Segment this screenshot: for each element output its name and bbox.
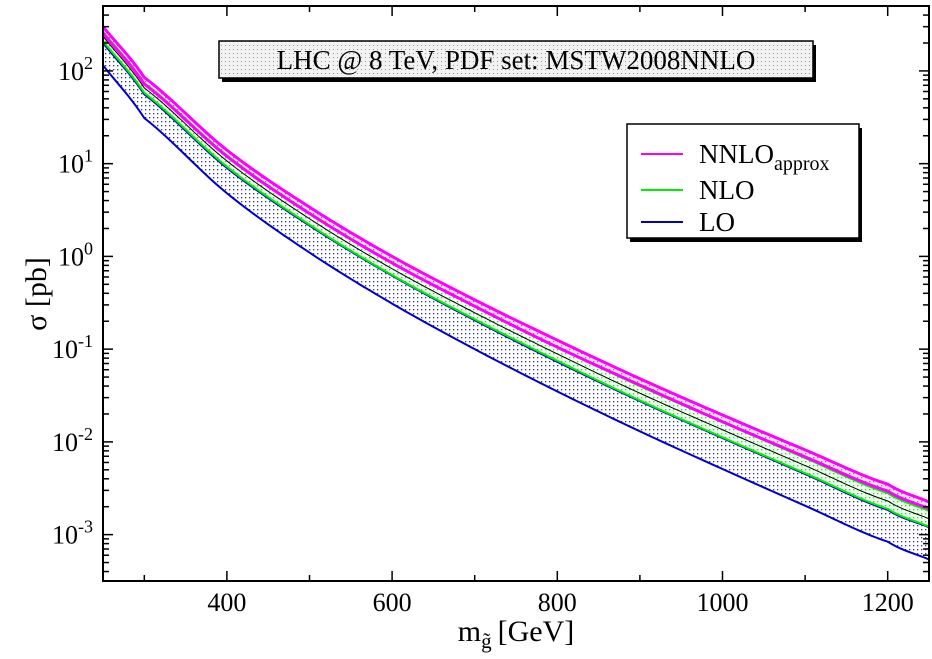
y-tick-label: 101 [58,146,93,179]
x-axis-title: mg̃ [GeV] [458,615,574,653]
y-tick-label-exponent: -1 [78,331,93,351]
y-tick-label-base: 10 [52,335,78,364]
y-tick-label-exponent: 2 [84,53,93,73]
legend-label-lo: LO [699,207,735,237]
line-nnlo-approx-upper [103,25,929,504]
line-lo-lower [103,64,929,561]
chart-title: LHC @ 8 TeV, PDF set: MSTW2008NNLO [277,45,756,75]
legend-box [626,123,860,239]
line-layer [103,25,929,561]
legend: NNLOapprox NLO LO [626,123,862,242]
legend-label-nnlo: NNLOapprox [699,139,830,175]
line-nnlo-approx-lower [103,32,929,511]
line-nlo-lower [103,40,929,528]
x-axis-title-unit: [GeV] [498,615,575,648]
y-tick-label-base: 10 [58,242,84,271]
band-nnlo-approx [103,26,929,509]
y-tick-label-exponent: -2 [78,424,93,444]
x-tick-label: 600 [373,588,412,617]
y-tick-label: 10-3 [52,517,93,550]
chart-title-background [218,40,814,79]
y-tick-label: 10-1 [52,331,93,364]
x-tick-label: 1000 [697,588,749,617]
y-tick-label-exponent: 0 [84,238,93,258]
line-nlo-central [103,36,929,520]
legend-label-nnlo-main: NNLO [699,139,774,169]
x-tick-label: 400 [207,588,246,617]
y-tick-label: 100 [58,238,93,271]
y-tick-label-base: 10 [58,150,84,179]
y-axis-title: σ [pb] [20,257,53,331]
band-lo [103,43,929,560]
y-tick-label-base: 10 [58,57,84,86]
legend-label-nnlo-subscript: approx [774,153,830,175]
band-layer [103,26,929,560]
tick-layer [103,5,929,581]
x-tick-label: 1200 [862,588,914,617]
y-tick-label: 102 [58,53,93,86]
legend-label-nlo: NLO [699,175,755,205]
x-axis-title-subscript: g̃ [481,629,492,653]
y-tick-label-exponent: -3 [78,517,93,537]
y-tick-label: 10-2 [52,424,93,457]
y-tick-label-exponent: 1 [84,146,93,166]
y-tick-label-base: 10 [52,428,78,457]
y-tick-label-base: 10 [52,521,78,550]
x-tick-label: 800 [538,588,577,617]
line-nlo-upper [103,31,929,512]
chart-title-box: LHC @ 8 TeV, PDF set: MSTW2008NNLO [218,40,816,82]
x-axis-title-main: m [458,615,481,648]
